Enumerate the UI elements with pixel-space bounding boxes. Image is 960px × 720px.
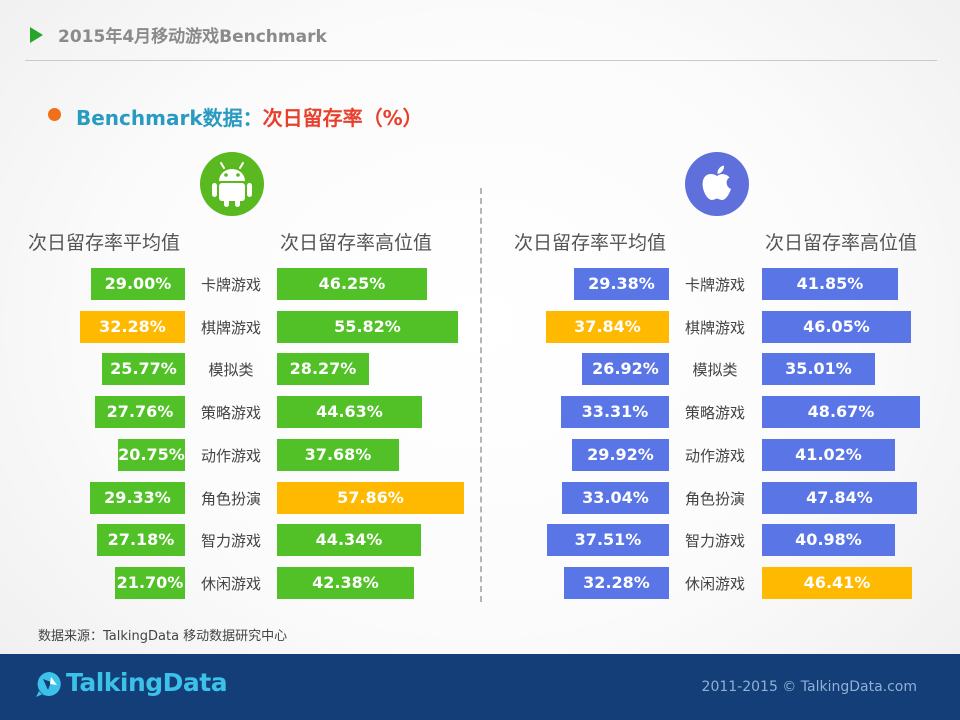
ios-category-label: 智力游戏 [684, 532, 745, 550]
bullet-icon [48, 108, 61, 121]
ios-high-bar: 47.84% [762, 482, 917, 514]
apple-icon [685, 152, 749, 216]
talkingdata-logo-icon [36, 672, 61, 697]
ios-high-bar: 35.01% [762, 353, 875, 385]
android-category-label: 动作游戏 [200, 447, 261, 465]
section-title: Benchmark数据：次日留存率（%） [76, 102, 423, 131]
ios-high-bar: 41.85% [762, 268, 898, 300]
android-high-bar: 44.34% [277, 524, 421, 556]
ios-high-bar: 40.98% [762, 524, 895, 556]
android-category-label: 棋牌游戏 [200, 319, 261, 337]
ios-high-bar: 48.67% [762, 396, 920, 428]
android-high-bar: 46.25% [277, 268, 427, 300]
ios-category-label: 角色扮演 [684, 490, 745, 508]
android-category-label: 休闲游戏 [200, 575, 261, 593]
ios-average-bar: 29.38% [574, 268, 669, 300]
ios-high-bar: 46.41% [762, 567, 912, 599]
android-category-label: 卡牌游戏 [200, 276, 261, 294]
android-high-bar: 28.27% [277, 353, 369, 385]
section-title-part2: 次日留存率（%） [262, 106, 423, 130]
ios-category-label: 动作游戏 [684, 447, 745, 465]
brand-name: TalkingData [66, 668, 228, 697]
android-average-bar: 20.75% [118, 439, 185, 471]
header-arrow-icon [30, 27, 43, 43]
data-source: 数据来源：TalkingData 移动数据研究中心 [38, 629, 288, 644]
android-high-bar: 57.86% [277, 482, 464, 514]
android-high-header: 次日留存率高位值 [280, 232, 433, 254]
android-icon [200, 152, 264, 216]
ios-average-bar: 32.28% [564, 567, 669, 599]
android-high-bar: 42.38% [277, 567, 414, 599]
ios-category-label: 棋牌游戏 [684, 319, 745, 337]
android-category-label: 模拟类 [208, 361, 254, 379]
ios-average-bar: 33.04% [562, 482, 669, 514]
android-average-bar: 32.28% [80, 311, 185, 343]
platform-divider [480, 188, 482, 602]
ios-average-bar: 37.51% [547, 524, 669, 556]
android-average-bar: 25.77% [102, 353, 185, 385]
header-divider [25, 60, 937, 61]
ios-category-label: 休闲游戏 [684, 575, 745, 593]
android-average-bar: 29.00% [91, 268, 185, 300]
android-average-bar: 29.33% [90, 482, 185, 514]
ios-high-bar: 41.02% [762, 439, 895, 471]
ios-average-bar: 33.31% [561, 396, 669, 428]
android-high-bar: 55.82% [277, 311, 458, 343]
ios-average-bar: 26.92% [582, 353, 669, 385]
ios-category-label: 卡牌游戏 [684, 276, 745, 294]
android-high-bar: 37.68% [277, 439, 399, 471]
ios-average-bar: 37.84% [546, 311, 669, 343]
ios-average-bar: 29.92% [572, 439, 669, 471]
android-average-header: 次日留存率平均值 [28, 232, 181, 254]
android-category-label: 角色扮演 [200, 490, 261, 508]
android-average-bar: 21.70% [115, 567, 185, 599]
section-title-part1: Benchmark数据： [76, 106, 263, 130]
android-average-bar: 27.76% [95, 396, 185, 428]
page-title: 2015年4月移动游戏Benchmark [58, 27, 327, 47]
ios-average-header: 次日留存率平均值 [514, 232, 667, 254]
android-category-label: 策略游戏 [200, 404, 261, 422]
android-high-bar: 44.63% [277, 396, 422, 428]
ios-high-header: 次日留存率高位值 [765, 232, 918, 254]
copyright: 2011-2015 © TalkingData.com [701, 679, 917, 695]
ios-category-label: 模拟类 [692, 361, 738, 379]
android-category-label: 智力游戏 [200, 532, 261, 550]
footer-bar: TalkingData 2011-2015 © TalkingData.com [0, 654, 960, 720]
ios-category-label: 策略游戏 [684, 404, 745, 422]
android-average-bar: 27.18% [97, 524, 185, 556]
ios-high-bar: 46.05% [762, 311, 911, 343]
